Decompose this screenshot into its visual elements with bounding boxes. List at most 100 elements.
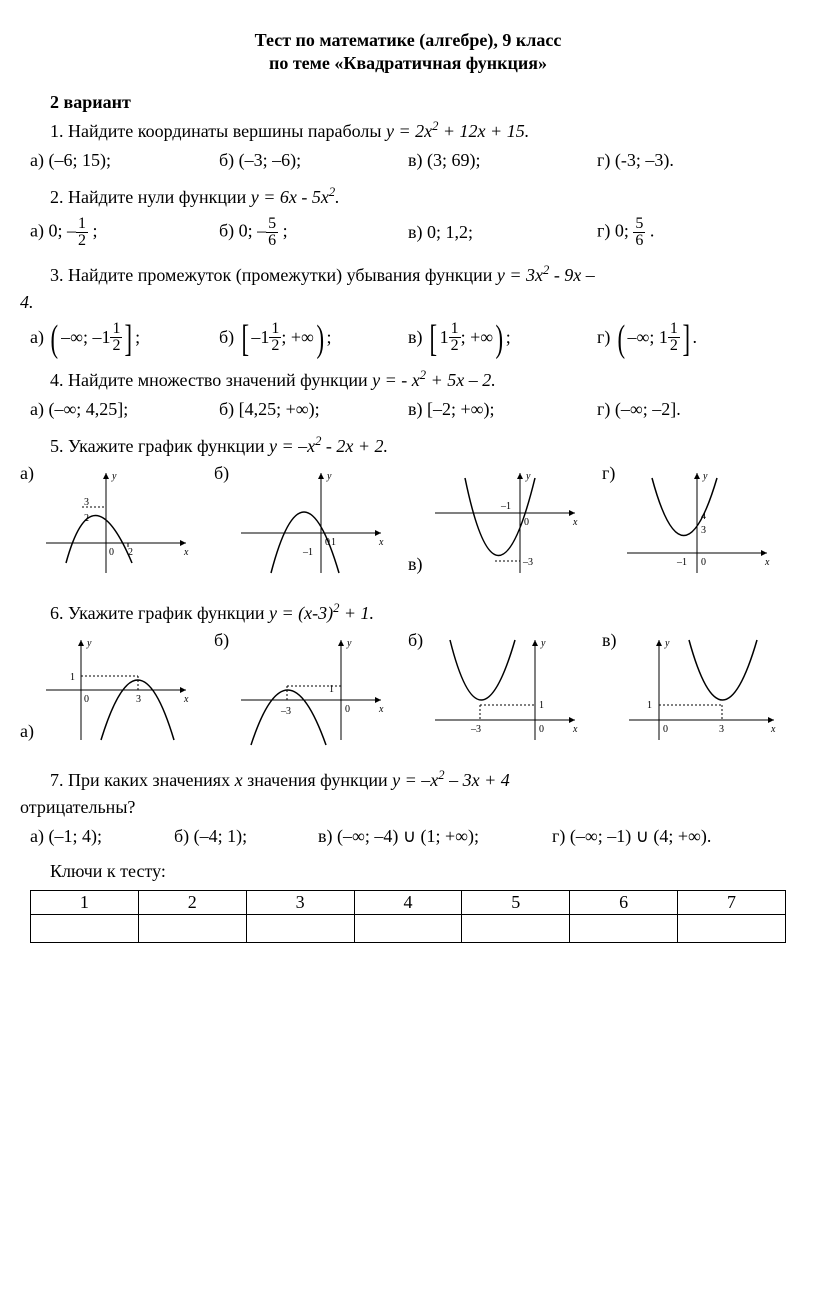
q3-text: 3. Найдите промежуток (промежутки) убыва… (50, 265, 497, 285)
table-cell (31, 915, 139, 943)
svg-text:–1: –1 (302, 547, 313, 558)
svg-text:1: 1 (647, 700, 652, 711)
svg-text:x: x (378, 704, 384, 715)
q2-opt-b: б) 0; –56 ; (219, 216, 408, 249)
question-5: 5. Укажите график функции y = –x2 - 2x +… (50, 434, 796, 457)
q4-text: 4. Найдите множество значений функции (50, 370, 372, 390)
q5-text: 5. Укажите график функции (50, 436, 269, 456)
table-header-cell: 4 (354, 891, 462, 915)
table-header-row: 1 2 3 4 5 6 7 (31, 891, 786, 915)
table-cell (246, 915, 354, 943)
svg-text:y: y (111, 471, 117, 482)
q6-text: 6. Укажите график функции (50, 603, 269, 623)
table-header-cell: 3 (246, 891, 354, 915)
svg-text:y: y (540, 638, 546, 649)
svg-text:0: 0 (345, 704, 350, 715)
q1-options: а) (–6; 15); б) (–3; –6); в) (3; 69); г)… (20, 150, 796, 171)
svg-text:x: x (183, 694, 189, 705)
q6-formula: y = (x-3)2 + 1. (269, 603, 374, 623)
table-header-cell: 2 (138, 891, 246, 915)
q7-opt-v: в) (–∞; –4) ∪ (1; +∞); (318, 826, 552, 847)
svg-text:x: x (378, 537, 384, 548)
q7-tail: отрицательны? (20, 797, 796, 818)
q2-text: 2. Найдите нули функции (50, 187, 251, 207)
graph-icon: x y 0 –1 –3 (425, 463, 585, 583)
q7-formula: y = –x2 – 3x + 4 (392, 770, 510, 790)
q5-graph-a: а) x y 0 3 2 2 (20, 463, 214, 583)
question-6: 6. Укажите график функции y = (x-3)2 + 1… (50, 601, 796, 624)
q1-opt-a: а) (–6; 15); (30, 150, 219, 171)
q1-opt-v: в) (3; 69); (408, 150, 597, 171)
svg-text:3: 3 (719, 724, 724, 735)
q3-formula: y = 3x2 - 9x – (497, 265, 595, 285)
svg-text:3: 3 (701, 525, 706, 536)
q2-options: а) 0; –12 ; б) 0; –56 ; в) 0; 1,2; г) 0;… (20, 216, 796, 249)
svg-text:0: 0 (109, 547, 114, 558)
q1-text: 1. Найдите координаты вершины параболы (50, 121, 386, 141)
q4-opt-v: в) [–2; +∞); (408, 399, 597, 420)
q3-opt-a: а) (–∞; –112]; (30, 321, 219, 354)
q4-formula: y = - x2 + 5x – 2. (372, 370, 496, 390)
q3-opt-g: г) (–∞; 112]. (597, 321, 786, 354)
q5-graph-b: б) x y 0 –1 1 (214, 463, 408, 583)
q4-opt-b: б) [4,25; +∞); (219, 399, 408, 420)
svg-text:3: 3 (84, 497, 89, 508)
table-cell (462, 915, 570, 943)
table-cell (678, 915, 786, 943)
svg-text:–1: –1 (500, 501, 511, 512)
table-answer-row (31, 915, 786, 943)
svg-text:0: 0 (539, 724, 544, 735)
q4-opt-a: а) (–∞; 4,25]; (30, 399, 219, 420)
q3-opt-v: в) [112; +∞); (408, 321, 597, 354)
svg-text:0: 0 (663, 724, 668, 735)
table-header-cell: 7 (678, 891, 786, 915)
q2-opt-a: а) 0; –12 ; (30, 216, 219, 249)
page-title: Тест по математике (алгебре), 9 класс (20, 30, 796, 51)
q7-opt-g: г) (–∞; –1) ∪ (4; +∞). (552, 826, 786, 847)
table-cell (354, 915, 462, 943)
svg-text:y: y (664, 638, 670, 649)
q1-opt-g: г) (-3; –3). (597, 150, 786, 171)
q6-graph-b2: б) x y 0 1 –3 (408, 630, 602, 750)
svg-text:x: x (572, 724, 578, 735)
svg-text:0: 0 (84, 694, 89, 705)
question-3: 3. Найдите промежуток (промежутки) убыва… (50, 263, 796, 286)
svg-text:y: y (346, 638, 352, 649)
q7-options: а) (–1; 4); б) (–4; 1); в) (–∞; –4) ∪ (1… (20, 826, 796, 847)
question-2: 2. Найдите нули функции y = 6x - 5x2. (50, 185, 796, 208)
table-header-cell: 5 (462, 891, 570, 915)
svg-text:1: 1 (331, 537, 336, 548)
q2-opt-v: в) 0; 1,2; (408, 222, 597, 243)
q5-graph-g: г) x y 0 –1 4 3 (602, 463, 796, 583)
svg-text:–1: –1 (676, 557, 687, 568)
q6-graph-a: а) x y 0 1 3 (20, 630, 214, 750)
table-header-cell: 1 (31, 891, 139, 915)
svg-text:–3: –3 (470, 724, 481, 735)
graph-icon: x y 0 1 –3 (425, 630, 585, 750)
q7-opt-b: б) (–4; 1); (174, 826, 318, 847)
svg-text:x: x (764, 557, 770, 568)
svg-text:y: y (702, 471, 708, 482)
q3-options: а) (–∞; –112]; б) [–112; +∞); в) [112; +… (20, 321, 796, 354)
q7-x: x (235, 770, 243, 790)
svg-text:y: y (525, 471, 531, 482)
q1-formula: y = 2x2 + 12x + 15. (386, 121, 529, 141)
svg-text:1: 1 (539, 700, 544, 711)
table-cell (570, 915, 678, 943)
svg-text:0: 0 (701, 557, 706, 568)
question-1: 1. Найдите координаты вершины параболы y… (50, 119, 796, 142)
q6-graph-b1: б) x y 0 1 –3 (214, 630, 408, 750)
q6-graph-v: в) x y 0 1 3 (602, 630, 796, 750)
q4-options: а) (–∞; 4,25]; б) [4,25; +∞); в) [–2; +∞… (20, 399, 796, 420)
graph-icon: x y 0 1 –3 (231, 630, 391, 750)
q5-graphs: а) x y 0 3 2 2 б) x y 0 –1 1 в) (20, 463, 796, 583)
question-4: 4. Найдите множество значений функции y … (50, 368, 796, 391)
svg-text:–3: –3 (280, 706, 291, 717)
q7-mid: значения функции (243, 770, 393, 790)
svg-text:x: x (183, 547, 189, 558)
q4-opt-g: г) (–∞; –2]. (597, 399, 786, 420)
q3-tail: 4. (20, 292, 796, 313)
keys-label: Ключи к тесту: (50, 861, 796, 882)
svg-text:1: 1 (70, 672, 75, 683)
svg-text:y: y (326, 471, 332, 482)
